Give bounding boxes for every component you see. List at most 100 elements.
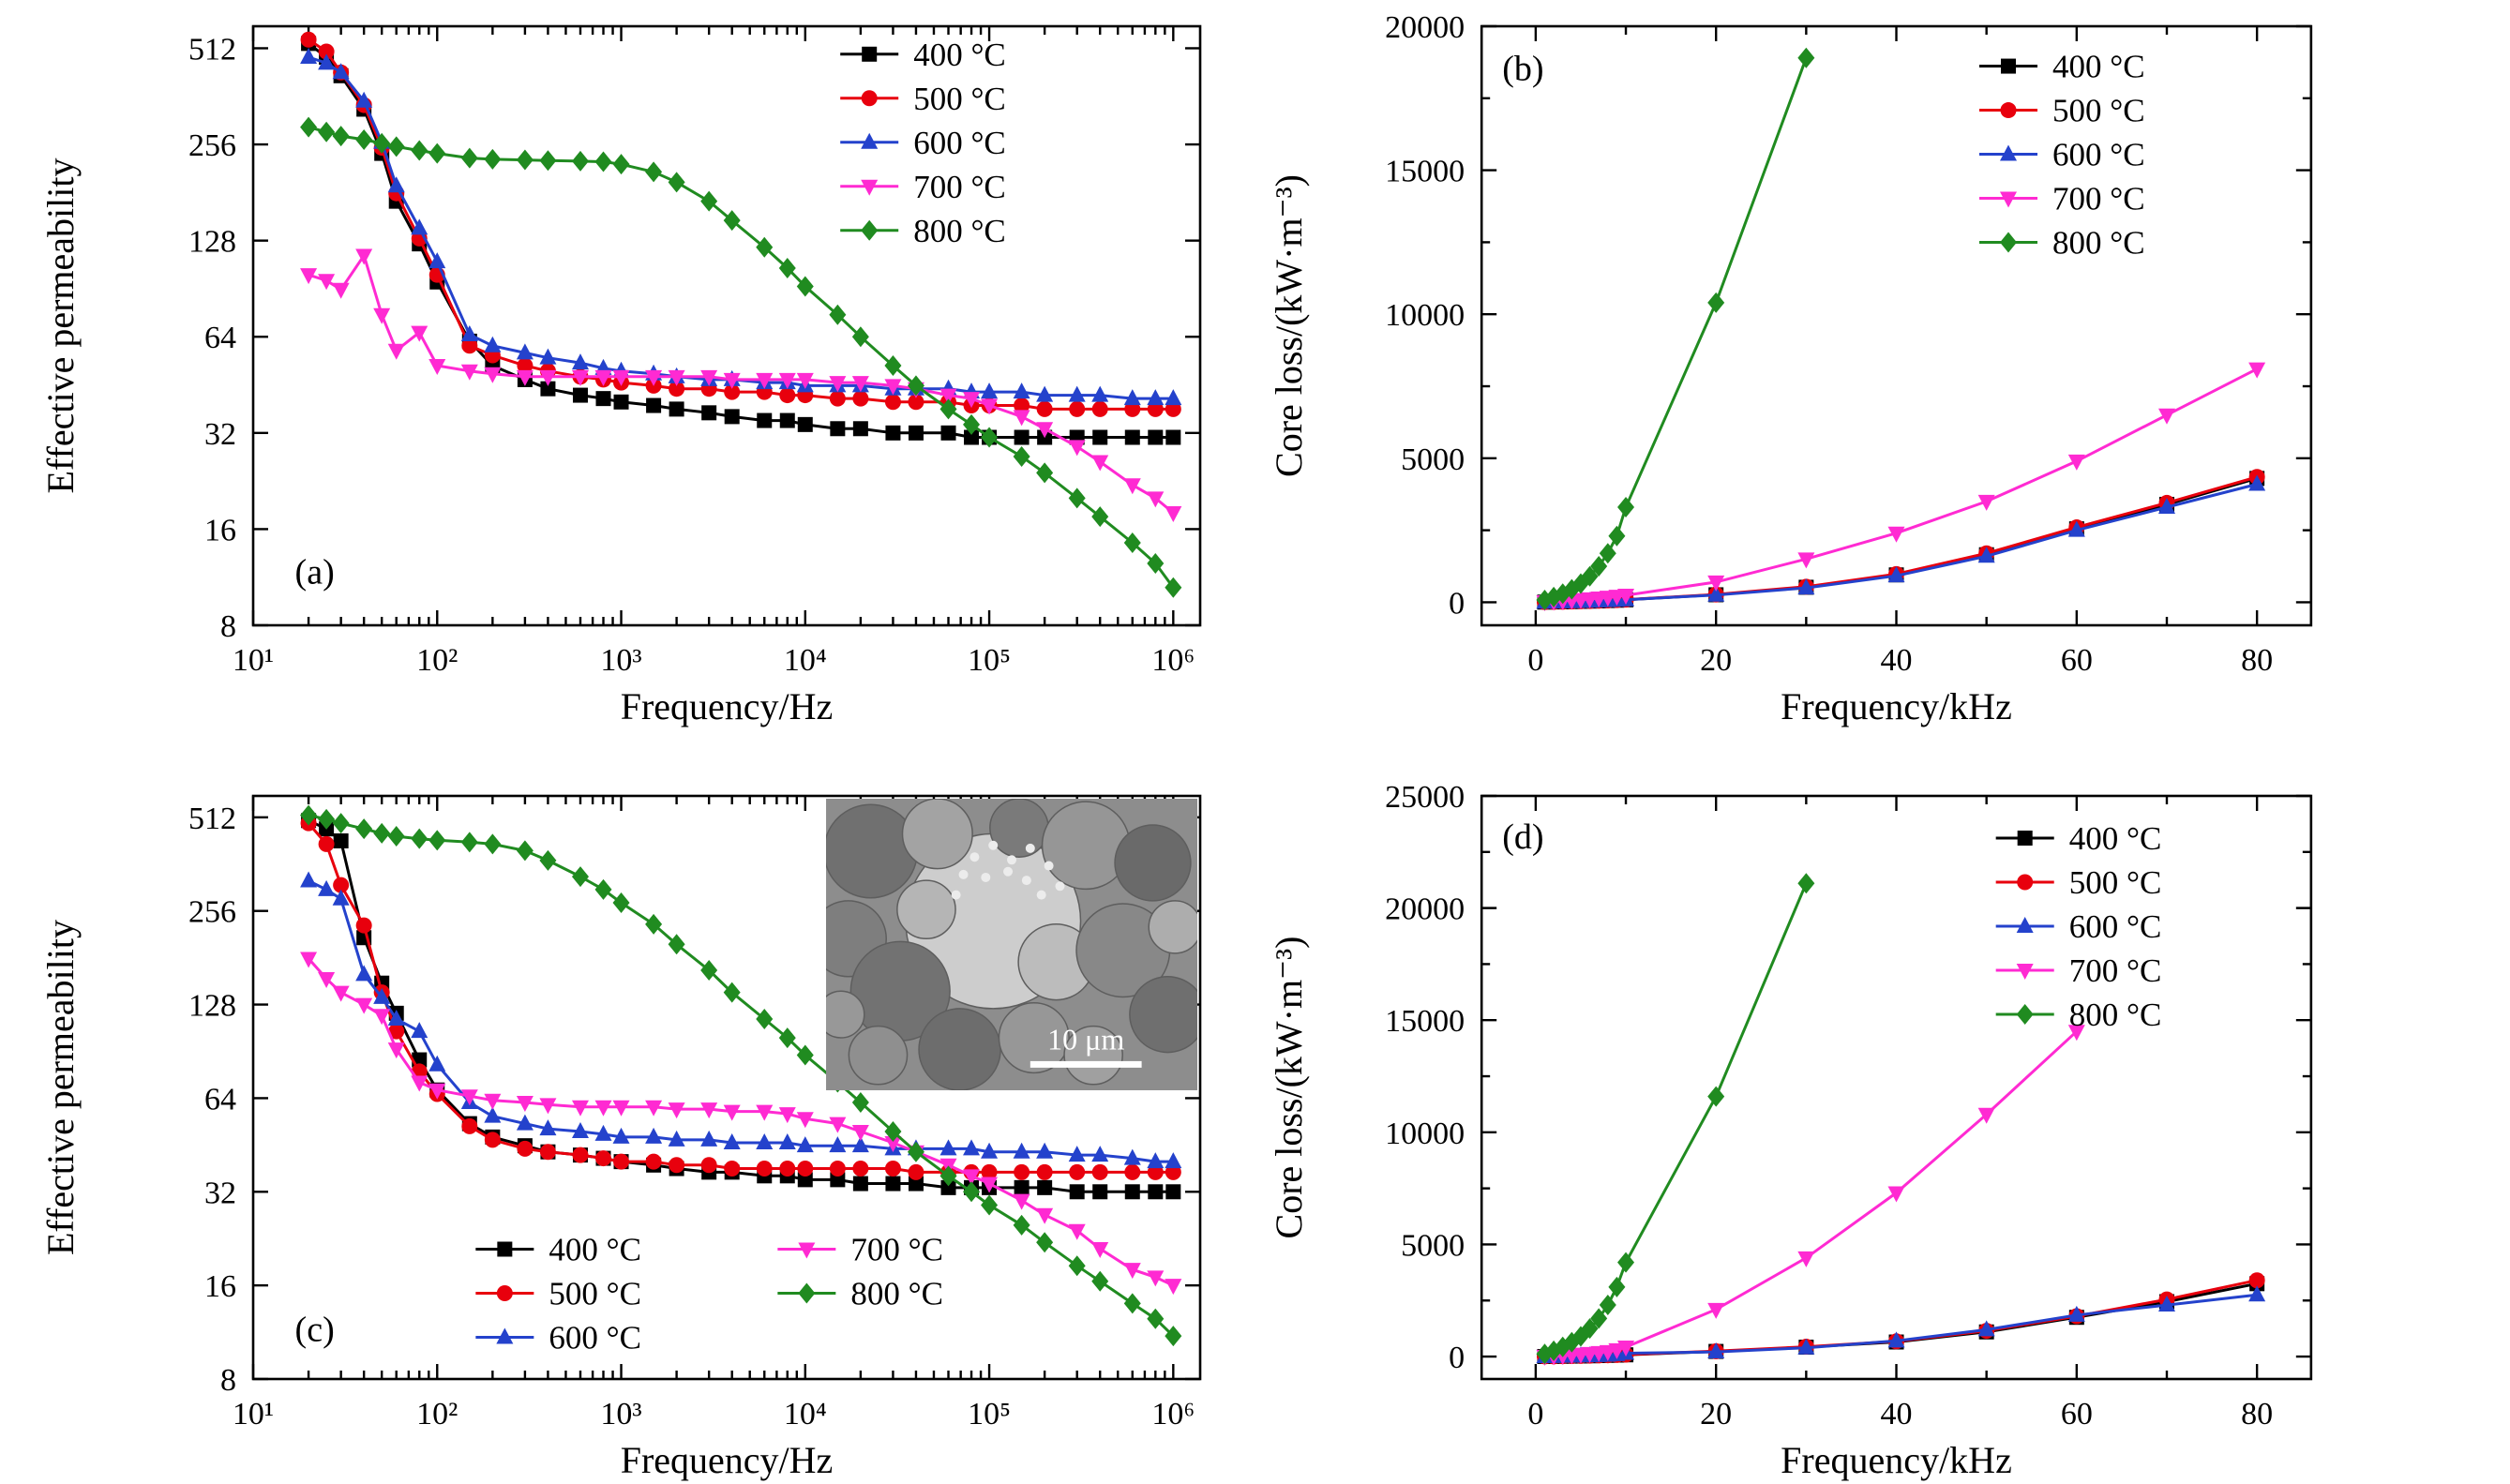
- legend-label: 500 °C: [2069, 864, 2162, 901]
- legend-label: 700 °C: [2052, 181, 2145, 217]
- y-tick-label: 8: [220, 609, 236, 644]
- chart-b-svg: 0 20 40 60 80 0 5000 10000 15000 20000 Frequency/k…: [1268, 10, 2313, 727]
- y-axis-label: Effective permeability: [39, 920, 82, 1255]
- legend-label: 500 °C: [913, 81, 1006, 117]
- series-400°C: [1537, 471, 2265, 610]
- y-tick-label: 10000: [1385, 298, 1465, 333]
- series-400°C: [1537, 1276, 2265, 1364]
- legend-label: 600 °C: [913, 125, 1006, 161]
- y-tick-label: 0: [1449, 1341, 1465, 1375]
- panel-label: (d): [1502, 817, 1543, 857]
- legend-label: 600 °C: [2069, 908, 2162, 945]
- sem-inset-image: 10 μm: [826, 799, 1198, 1090]
- x-tick-label: 10³: [600, 643, 641, 678]
- x-tick-label: 10¹: [233, 643, 274, 678]
- y-tick-label: 15000: [1385, 155, 1465, 189]
- legend-label: 800 °C: [2069, 997, 2162, 1033]
- y-tick-label: 20000: [1385, 892, 1465, 927]
- x-tick-label: 40: [1881, 643, 1913, 678]
- series-600°C: [1536, 1285, 2266, 1363]
- y-tick-label: 512: [188, 802, 236, 836]
- y-tick-label: 5000: [1401, 1228, 1465, 1263]
- panel-b: 0 20 40 60 80 0 5000 10000 15000 20000 Frequency/k…: [1255, 0, 2510, 742]
- series-600°C: [300, 871, 1182, 1169]
- x-tick-label: 10⁶: [1151, 1397, 1195, 1432]
- x-axis-label: Frequency/Hz: [621, 1439, 834, 1481]
- series-500°C: [1536, 469, 2265, 610]
- plot-frame: [1480, 794, 2313, 1381]
- x-tick-label: 40: [1881, 1397, 1913, 1432]
- plot-frame: [251, 24, 1202, 627]
- y-tick-label: 5000: [1401, 442, 1465, 477]
- y-tick-label: 20000: [1385, 10, 1465, 45]
- y-tick-label: 64: [204, 1082, 236, 1117]
- legend-label: 400 °C: [913, 37, 1006, 73]
- legend-label: 700 °C: [2069, 952, 2162, 989]
- y-axis-label: Core loss/(kW·m⁻³): [1268, 937, 1310, 1239]
- legend-label: 400 °C: [2052, 49, 2145, 85]
- legend: 400 °C 500 °C 600 °C 700 °C 800 °C: [840, 37, 1006, 249]
- legend-label: 800 °C: [913, 213, 1006, 249]
- y-tick-label: 256: [188, 128, 236, 163]
- legend-label: 400 °C: [549, 1232, 641, 1268]
- legend: 400 °C 500 °C 600 °C 700 °C 800 °C: [475, 1232, 943, 1357]
- series-800°C: [1536, 873, 1815, 1365]
- x-tick-label: 10⁶: [1151, 643, 1195, 678]
- panel-label: (b): [1502, 50, 1543, 89]
- legend-label: 800 °C: [850, 1276, 943, 1312]
- axis-ticks: [251, 26, 1200, 627]
- x-tick-label: 60: [2061, 1397, 2093, 1432]
- chart-d-svg: 0 20 40 60 80 0 5000 10000 15000 20000 25000 Freque…: [1268, 780, 2313, 1481]
- y-tick-label: 32: [204, 1176, 236, 1210]
- y-tick-label: 32: [204, 417, 236, 452]
- legend-label: 400 °C: [2069, 820, 2162, 857]
- scale-bar-label: 10 μm: [1047, 1022, 1124, 1056]
- y-tick-label: 16: [204, 513, 236, 547]
- series-800°C: [300, 116, 1182, 598]
- x-tick-label: 0: [1527, 1397, 1543, 1432]
- panel-a: 10¹ 10² 10³ 10⁴ 10⁵ 10⁶ 8 16 32 64 128 256 512 Freque…: [0, 0, 1255, 742]
- legend-label: 600 °C: [549, 1320, 641, 1357]
- legend-label: 600 °C: [2052, 137, 2145, 173]
- x-axis-label: Frequency/Hz: [621, 685, 834, 727]
- y-tick-label: 16: [204, 1269, 236, 1304]
- series-500°C: [1536, 1272, 2265, 1365]
- y-tick-label: 25000: [1385, 780, 1465, 815]
- y-tick-label: 256: [188, 895, 236, 930]
- panel-d: 0 20 40 60 80 0 5000 10000 15000 20000 25000 Freque…: [1255, 742, 2510, 1484]
- y-tick-label: 15000: [1385, 1004, 1465, 1039]
- chart-c-svg: 10¹ 10² 10³ 10⁴ 10⁵ 10⁶ 8 16 32 64 128 256 512 Freque…: [39, 794, 1202, 1481]
- x-tick-label: 10⁴: [784, 643, 827, 678]
- x-tick-label: 60: [2061, 643, 2093, 678]
- y-tick-label: 128: [188, 225, 236, 260]
- series-700°C: [300, 952, 1182, 1296]
- axis-ticks: [1481, 24, 2311, 625]
- x-axis-label: Frequency/kHz: [1781, 1439, 2012, 1481]
- x-axis-label: Frequency/kHz: [1781, 685, 2012, 727]
- y-tick-label: 10000: [1385, 1117, 1465, 1151]
- scale-bar: [1030, 1060, 1142, 1068]
- y-axis-label: Effective permeability: [39, 158, 82, 494]
- axis-ticks: [1481, 794, 2311, 1379]
- legend-label: 700 °C: [850, 1232, 943, 1268]
- series-700°C: [300, 248, 1182, 522]
- x-tick-label: 10⁵: [968, 1397, 1011, 1432]
- x-tick-label: 80: [2241, 1397, 2273, 1432]
- x-tick-label: 10⁵: [968, 643, 1011, 678]
- chart-a-svg: 10¹ 10² 10³ 10⁴ 10⁵ 10⁶ 8 16 32 64 128 256 512 Freque…: [39, 24, 1202, 727]
- y-axis-label: Core loss/(kW·m⁻³): [1268, 174, 1310, 477]
- x-tick-label: 10²: [416, 1397, 458, 1432]
- series-600°C: [1536, 474, 2266, 609]
- x-tick-label: 20: [1700, 643, 1732, 678]
- legend: 400 °C 500 °C 600 °C 700 °C 800 °C: [1978, 49, 2145, 262]
- x-tick-label: 10³: [600, 1397, 641, 1432]
- x-tick-label: 80: [2241, 643, 2273, 678]
- series-700°C: [1536, 1025, 2085, 1366]
- y-tick-label: 128: [188, 989, 236, 1024]
- x-tick-label: 10⁴: [784, 1397, 827, 1432]
- x-tick-label: 10²: [416, 643, 458, 678]
- x-tick-label: 20: [1700, 1397, 1732, 1432]
- x-tick-label: 10¹: [233, 1397, 274, 1432]
- y-tick-label: 0: [1449, 586, 1465, 621]
